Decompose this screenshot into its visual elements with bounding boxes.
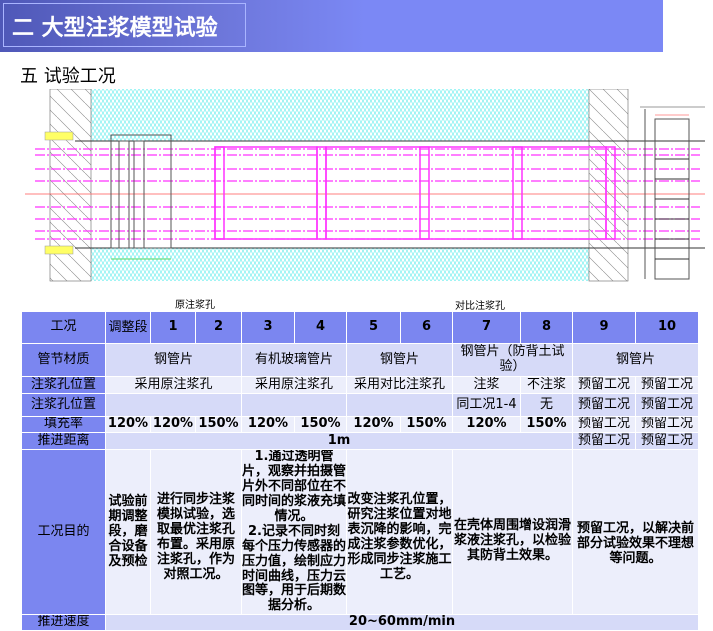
- slide-title: 二 大型注浆模型试验: [12, 16, 218, 41]
- row-label: 管节材质: [21, 343, 106, 377]
- table-cell: 150%: [400, 416, 453, 433]
- table-cell: 不注浆: [520, 376, 573, 394]
- table-cell: 同工况1-4: [452, 393, 521, 417]
- table-cell: 钢管片: [572, 343, 699, 377]
- table-cell: 150%: [294, 416, 347, 433]
- table-cell: [346, 393, 453, 417]
- table-cell: 120%: [105, 416, 151, 433]
- header-cell: 调整段: [105, 311, 151, 344]
- row-label: 注浆孔位置: [21, 376, 106, 394]
- table-cell: 采用对比注浆孔: [346, 376, 453, 394]
- table-cell: 预留工况: [635, 416, 699, 433]
- row-label: 推进速度: [21, 614, 106, 631]
- row-label: 注浆孔位置: [21, 393, 106, 417]
- table-cell: 1m: [105, 432, 573, 450]
- table-header-row: 工况 调整段 1 2 3 4 5 6 7 8 9 10: [21, 311, 699, 344]
- right-wall: [588, 89, 629, 282]
- header-cell: 8: [520, 311, 573, 344]
- model-drawing: [25, 89, 705, 282]
- table-cell: 150%: [520, 416, 573, 433]
- table-cell: 钢管片: [105, 343, 242, 377]
- soil-top: [91, 89, 589, 141]
- table-cell: 在壳体周围增设润滑浆液注浆孔，以检验其防背土效果。: [452, 448, 573, 616]
- header-cell: 4: [294, 311, 347, 344]
- table-cell: 120%: [241, 416, 295, 433]
- test-conditions-table: 工况 调整段 1 2 3 4 5 6 7 8 9 10 管节材质 钢管片 有机玻…: [21, 311, 699, 631]
- table-row-purpose: 工况目的 试验前期调整段，磨合设备及预检 进行同步注浆模拟试验，选取最优注浆孔布…: [21, 448, 699, 616]
- header-cell: 6: [400, 311, 453, 344]
- table-row-hole-position-2: 注浆孔位置 同工况1-4 无 预留工况 预留工况: [21, 393, 699, 417]
- table-cell: 120%: [452, 416, 521, 433]
- header-cell: 5: [346, 311, 401, 344]
- table-cell: 采用原注浆孔: [241, 376, 347, 394]
- table-cell: 钢管片: [346, 343, 453, 377]
- table-cell: 预留工况: [572, 416, 636, 433]
- label-original-holes: 原注浆孔: [175, 300, 215, 311]
- table-row-material: 管节材质 钢管片 有机玻璃管片 钢管片 钢管片（防背土试验） 钢管片: [21, 343, 699, 377]
- table-cell: 20~60mm/min: [105, 614, 699, 631]
- header-banner: 二 大型注浆模型试验: [0, 0, 663, 52]
- header-cell: 工况: [21, 311, 106, 344]
- table-cell: [105, 393, 242, 417]
- table-cell: 无: [520, 393, 573, 417]
- table-cell: 预留工况: [572, 432, 636, 450]
- table-cell: 预留工况，以解决前部分试验效果不理想等问题。: [572, 448, 699, 616]
- table-cell: 120%: [150, 416, 196, 433]
- table-cell: 预留工况: [635, 376, 699, 394]
- table-cell: 试验前期调整段，磨合设备及预检: [105, 448, 151, 616]
- table-cell: 150%: [195, 416, 242, 433]
- header-cell: 3: [241, 311, 295, 344]
- header-cell: 2: [195, 311, 242, 344]
- header-cell: 10: [635, 311, 699, 344]
- section-title: 五 试验工况: [20, 66, 116, 87]
- table-cell: 预留工况: [572, 393, 636, 417]
- row-label: 推进距离: [21, 432, 106, 450]
- table-cell: 注浆: [452, 376, 521, 394]
- table-cell: 120%: [346, 416, 401, 433]
- table-cell: 1.通过透明管片，观察并拍摄管片外不同部位在不同时间的浆液充填情况。 2.记录不…: [241, 448, 347, 616]
- header-cell: 9: [572, 311, 636, 344]
- header-cell: 7: [452, 311, 521, 344]
- header-cell: 1: [150, 311, 196, 344]
- soil-bottom: [91, 248, 589, 281]
- pipe-rings: [214, 146, 616, 240]
- table-cell: 钢管片（防背土试验）: [452, 343, 573, 377]
- table-row-hole-position: 注浆孔位置 采用原注浆孔 采用原注浆孔 采用对比注浆孔 注浆 不注浆 预留工况 …: [21, 376, 699, 394]
- table-cell: 进行同步注浆模拟试验，选取最优注浆孔布置。采用原注浆孔，作为对照工况。: [150, 448, 242, 616]
- title-box: [3, 3, 246, 47]
- table-cell: 预留工况: [572, 376, 636, 394]
- table-cell: 采用原注浆孔: [105, 376, 242, 394]
- row-label: 填充率: [21, 416, 106, 433]
- table-cell: 预留工况: [635, 393, 699, 417]
- table-cell: 预留工况: [635, 432, 699, 450]
- table-cell: 改变注浆孔位置，研究注浆位置对地表沉降的影响，完成注浆参数优化，形成同步注浆施工…: [346, 448, 453, 616]
- table-cell: [241, 393, 347, 417]
- table-row-speed: 推进速度 20~60mm/min: [21, 614, 699, 631]
- table-row-distance: 推进距离 1m 预留工况 预留工况: [21, 432, 699, 450]
- row-label: 工况目的: [21, 448, 106, 616]
- table-cell: 有机玻璃管片: [241, 343, 347, 377]
- table-row-fill-rate: 填充率 120% 120% 150% 120% 150% 120% 150% 1…: [21, 416, 699, 433]
- label-compare-holes: 对比注浆孔: [455, 301, 505, 312]
